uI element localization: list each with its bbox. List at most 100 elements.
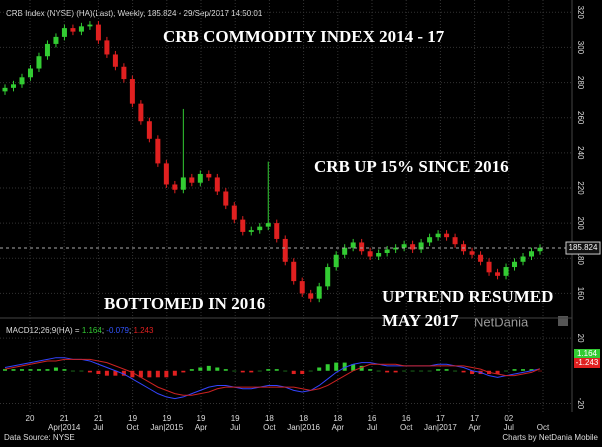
candle-body (384, 249, 390, 253)
histogram-bar (274, 369, 279, 371)
candle-body (206, 173, 212, 178)
histogram-bar (36, 369, 41, 371)
macd-legend: MACD12;26;9(HA) = 1.164; -0.079; 1.243 (6, 326, 154, 335)
candle-body (189, 177, 195, 183)
histogram-bar (529, 369, 534, 371)
y-tick-label: 260 (576, 111, 585, 125)
histogram-bar (104, 370, 109, 376)
x-tick-label: 02 (504, 414, 513, 423)
x-tick-sublabel: Oct (537, 423, 550, 432)
histogram-bar (376, 370, 381, 372)
y-tick-label: 20 (576, 334, 585, 343)
x-tick-label: 20 (26, 414, 35, 423)
candle-body (316, 286, 322, 299)
separator: ; (102, 326, 106, 335)
candle-body (10, 84, 16, 88)
histogram-bar (232, 370, 237, 372)
x-tick-sublabel: Jul (230, 423, 240, 432)
candle-body (503, 267, 509, 276)
histogram-bar (325, 364, 330, 371)
candle-body (87, 24, 93, 27)
histogram-bar (138, 370, 143, 378)
histogram-bar (62, 369, 67, 371)
legend-value: 1.243 (133, 326, 154, 335)
histogram-bar (130, 370, 135, 378)
histogram-bar (444, 369, 449, 371)
annotation: BOTTOMED IN 2016 (104, 294, 265, 313)
histogram-bar (368, 369, 373, 371)
x-tick-label: 19 (128, 414, 137, 423)
x-tick-sublabel: Apr (332, 423, 345, 432)
candle-body (478, 254, 484, 262)
candle-body (214, 177, 220, 192)
candle-body (512, 261, 518, 268)
histogram-bar (453, 370, 458, 372)
histogram-bar (402, 370, 407, 372)
x-tick-label: 18 (265, 414, 274, 423)
annotation: UPTREND RESUMED (382, 287, 553, 306)
y-tick-label: 300 (576, 41, 585, 55)
x-tick-label: 18 (333, 414, 342, 423)
value-badge (574, 358, 600, 368)
candle-body (325, 267, 331, 287)
x-tick-sublabel: Jan|2015 (150, 423, 183, 432)
chart-title: CRB COMMODITY INDEX 2014 - 17 (163, 27, 445, 46)
histogram-bar (53, 367, 58, 371)
candle-body (248, 230, 254, 232)
candle-body (240, 219, 246, 232)
annotation: MAY 2017 (382, 311, 459, 330)
y-tick-label: 180 (576, 252, 585, 266)
last-price-label: 185.824 (569, 243, 598, 252)
candle-body (469, 251, 475, 255)
histogram-bar (189, 369, 194, 371)
histogram-bar (385, 370, 390, 373)
histogram-bar (172, 370, 177, 376)
histogram-bar (266, 369, 271, 371)
legend-label: MACD12;26;9(HA) = (6, 326, 82, 335)
candle-body (44, 43, 50, 57)
candle-body (155, 138, 161, 164)
histogram-bar (11, 369, 16, 371)
histogram-bar (19, 369, 24, 371)
histogram-bar (249, 370, 254, 373)
x-tick-sublabel: Apr (468, 423, 481, 432)
histogram-bar (538, 370, 542, 372)
candle-body (427, 237, 433, 243)
annotation: CRB UP 15% SINCE 2016 (314, 157, 509, 176)
x-tick-label: 16 (368, 414, 377, 423)
value-badge (574, 349, 600, 359)
candle-body (350, 242, 356, 248)
candle-body (495, 272, 501, 276)
x-tick-sublabel: Jan|2017 (424, 423, 457, 432)
candle-body (36, 56, 42, 69)
x-tick-sublabel: Apr|2014 (48, 423, 81, 432)
candle-body (342, 247, 348, 255)
histogram-bar (121, 370, 126, 376)
x-tick-label: 16 (402, 414, 411, 423)
candle-body (291, 261, 297, 282)
candle-body (70, 28, 76, 32)
histogram-bar (155, 370, 160, 378)
histogram-bar (470, 370, 475, 375)
candle-body (19, 77, 25, 85)
histogram-bar (223, 369, 228, 371)
candle-body (95, 24, 101, 41)
x-tick-label: 18 (299, 414, 308, 423)
histogram-bar (410, 370, 415, 372)
histogram-bar (96, 370, 101, 375)
histogram-bar (257, 370, 262, 372)
watermark-icon (558, 316, 568, 326)
candle-body (537, 247, 543, 252)
histogram-bar (3, 369, 7, 371)
histogram-bar (512, 369, 517, 371)
x-tick-label: 19 (197, 414, 206, 423)
candle-body (27, 68, 33, 78)
histogram-bar (393, 370, 398, 373)
separator: ; (129, 326, 133, 335)
y-tick-label: 220 (576, 181, 585, 195)
histogram-bar (419, 370, 424, 372)
histogram-bar (240, 370, 245, 373)
histogram-bar (300, 370, 305, 375)
x-tick-label: 21 (94, 414, 103, 423)
histogram-bar (521, 369, 526, 371)
